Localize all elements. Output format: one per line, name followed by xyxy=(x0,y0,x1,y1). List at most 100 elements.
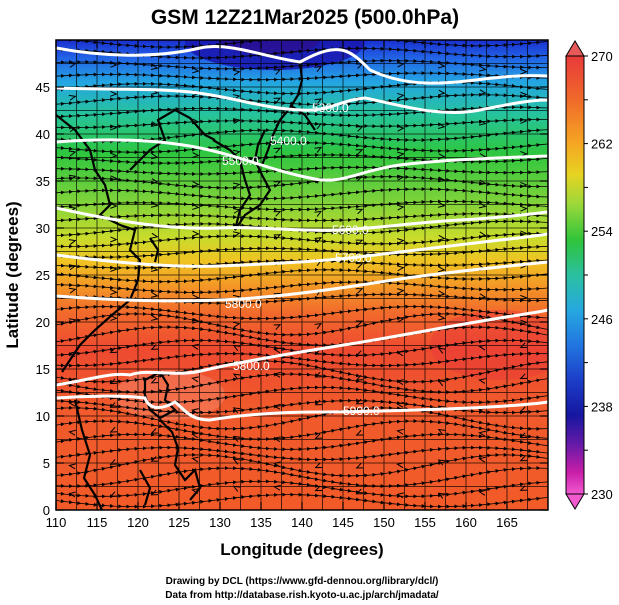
streamline xyxy=(56,280,548,295)
wind-arrow xyxy=(109,459,118,465)
y-tick-label: 35 xyxy=(36,174,50,189)
wind-arrow xyxy=(478,293,487,300)
y-tick-label: 45 xyxy=(36,80,50,95)
wind-arrow xyxy=(355,462,364,469)
x-tick-label: 135 xyxy=(250,515,272,530)
wind-arrow xyxy=(192,230,200,237)
wind-arrow xyxy=(191,456,199,463)
y-tick-label: 20 xyxy=(36,315,50,330)
colorbar-top-arrow xyxy=(565,40,585,57)
wind-arrow xyxy=(192,204,200,210)
streamline xyxy=(56,187,548,201)
wind-arrow xyxy=(397,174,405,181)
wind-arrow xyxy=(191,343,199,350)
wind-arrow xyxy=(314,322,323,330)
x-tick-label: 130 xyxy=(209,515,231,530)
streamline xyxy=(56,58,548,71)
colorbar: 270 262 254 246 238 230 xyxy=(565,40,613,510)
contour-labels: 5300.0 5400.0 5500.0 5600.0 5700.0 5800.… xyxy=(222,101,380,418)
wind-arrow xyxy=(397,61,405,68)
contour-5300 xyxy=(56,45,548,85)
wind-arrow xyxy=(232,373,241,380)
y-tick-label: 40 xyxy=(36,127,50,142)
wind-arrow xyxy=(355,374,364,381)
y-axis: 0 5 10 15 20 25 30 35 40 45 xyxy=(36,80,548,518)
wind-arrow xyxy=(355,126,364,132)
wind-arrow xyxy=(519,373,528,380)
wind-arrow xyxy=(273,181,282,187)
wind-arrow xyxy=(232,69,241,76)
x-tick-label: 165 xyxy=(496,515,518,530)
wind-arrow xyxy=(110,175,118,182)
wind-arrow xyxy=(437,380,446,387)
x-axis: 110 115 120 125 130 135 140 145 150 155 160 165 xyxy=(46,40,518,530)
wind-arrow xyxy=(437,89,446,96)
wind-arrow xyxy=(397,288,405,295)
wind-arrow xyxy=(520,319,528,326)
wind-arrow xyxy=(192,152,200,159)
x-axis-label: Longitude (degrees) xyxy=(220,540,383,559)
wind-arrow xyxy=(355,263,364,269)
contour-label-5800: 5800.0 xyxy=(225,297,262,311)
wind-arrow xyxy=(109,378,118,385)
wind-arrow xyxy=(314,210,323,217)
wind-arrow xyxy=(314,399,323,406)
wind-arrow xyxy=(437,290,446,297)
wind-arrow xyxy=(68,491,76,498)
wind-arrow xyxy=(437,202,446,208)
contour-5500 xyxy=(56,138,548,182)
wind-arrow xyxy=(478,65,487,72)
wind-arrow xyxy=(109,426,118,433)
wind-arrow xyxy=(150,291,159,298)
wind-arrow xyxy=(519,485,528,491)
colorbar-bottom-arrow xyxy=(565,493,585,510)
footer-credit-drawing: Drawing by DCL (https://www.gfd-dennou.o… xyxy=(166,576,439,587)
wind-arrow xyxy=(396,428,404,435)
streamline xyxy=(56,117,548,130)
wind-arrow xyxy=(232,344,241,351)
wind-arrow xyxy=(273,147,282,154)
wind-arrow xyxy=(109,402,118,408)
wind-arrow xyxy=(68,463,76,470)
wind-arrow xyxy=(314,485,323,492)
wind-arrow xyxy=(150,489,159,496)
wind-arrow xyxy=(314,146,323,153)
wind-arrow xyxy=(478,430,486,437)
wind-arrow xyxy=(396,401,404,408)
wind-arrow xyxy=(520,230,528,237)
wind-arrow xyxy=(232,118,241,125)
wind-arrow xyxy=(355,488,364,495)
chart-title: GSM 12Z21Mar2025 (500.0hPa) xyxy=(151,6,459,29)
wind-arrow xyxy=(478,489,486,496)
wind-arrow xyxy=(520,294,528,301)
wind-arrow xyxy=(396,492,404,499)
wind-arrow xyxy=(150,377,159,384)
wind-arrow xyxy=(355,430,364,436)
wind-arrow xyxy=(520,117,528,124)
colorbar-label: 262 xyxy=(591,137,613,152)
wind-arrow xyxy=(150,344,159,350)
wind-arrow xyxy=(519,406,528,413)
wind-arrow xyxy=(437,234,446,241)
wind-arrow xyxy=(68,264,77,271)
wind-arrow xyxy=(519,342,528,349)
wind-arrow xyxy=(519,432,528,439)
wind-arrow xyxy=(355,149,364,155)
wind-arrow xyxy=(150,178,159,184)
wind-arrow xyxy=(109,491,118,498)
wind-arrow xyxy=(478,231,487,238)
wind-arrow xyxy=(396,379,404,385)
contour-label-5700: 5700.0 xyxy=(335,251,372,265)
wind-arrow xyxy=(273,461,281,468)
wind-arrow xyxy=(110,61,118,68)
wind-arrow xyxy=(519,455,528,462)
y-tick-label: 15 xyxy=(36,362,50,377)
wind-arrow xyxy=(314,65,323,72)
wind-arrow xyxy=(192,67,200,74)
wind-arrow xyxy=(396,462,404,469)
wind-arrow xyxy=(192,181,200,188)
wind-arrow xyxy=(437,266,446,273)
wind-arrow xyxy=(191,408,199,415)
x-tick-label: 150 xyxy=(373,515,395,530)
wind-arrow xyxy=(110,152,118,159)
